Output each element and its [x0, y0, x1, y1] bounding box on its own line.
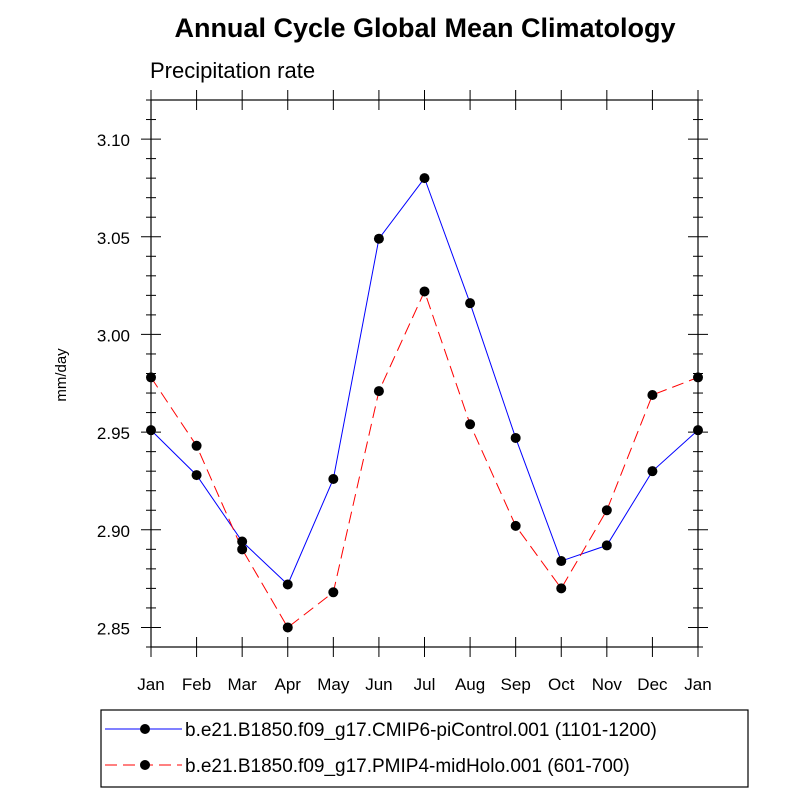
x-tick-label: Jun: [365, 675, 392, 694]
series-line-0: [150, 177, 699, 586]
data-point-1: [647, 389, 658, 400]
data-point-0: [373, 233, 384, 244]
y-tick-label: 3.00: [97, 326, 130, 345]
y-tick-label: 3.05: [97, 229, 130, 248]
data-point-0: [647, 466, 658, 477]
legend-label-1: b.e21.B1850.f09_g17.PMIP4-midHolo.001 (6…: [185, 756, 630, 777]
data-point-0: [601, 540, 612, 551]
y-tick-labels: 2.85 2.90 2.95 3.00 3.05 3.10: [97, 131, 130, 638]
y-axis-label: mm/day: [53, 348, 70, 402]
data-point-0: [556, 556, 567, 567]
data-point-1: [601, 505, 612, 516]
data-point-0: [328, 473, 339, 484]
legend-label-0: b.e21.B1850.f09_g17.CMIP6-piControl.001 …: [185, 720, 657, 741]
data-point-1: [282, 622, 293, 633]
plot-frame: [150, 99, 699, 648]
data-point-1: [510, 520, 521, 531]
x-tick-label: Oct: [548, 675, 575, 694]
x-tick-labels: Jan Feb Mar Apr May Jun Jul Aug Sep Oct Nov Dec Jan: [137, 675, 711, 694]
x-tick-label: Aug: [455, 675, 485, 694]
chart-subtitle: Precipitation rate: [150, 58, 315, 83]
y-tick-label: 2.95: [97, 424, 130, 443]
data-point-1: [191, 440, 202, 451]
data-point-1: [419, 286, 430, 297]
y-tick-label: 2.85: [97, 619, 130, 638]
data-point-1: [556, 583, 567, 594]
x-tick-label: Apr: [275, 675, 302, 694]
legend-marker-0: [140, 724, 150, 734]
y-tick-label: 2.90: [97, 522, 130, 541]
data-point-1: [237, 544, 248, 555]
y-tick-label: 3.10: [97, 131, 130, 150]
x-tick-label: Feb: [182, 675, 211, 694]
data-point-1: [328, 587, 339, 598]
legend-box: [100, 709, 749, 788]
data-point-1: [465, 419, 476, 430]
series-points: [146, 173, 703, 633]
x-tick-label: Mar: [228, 675, 258, 694]
x-tick-label: Sep: [501, 675, 531, 694]
x-tick-label: May: [317, 675, 350, 694]
data-point-0: [465, 298, 476, 309]
legend: b.e21.B1850.f09_g17.CMIP6-piControl.001 …: [100, 709, 749, 788]
data-point-0: [510, 432, 521, 443]
x-tick-label: Dec: [637, 675, 668, 694]
data-point-1: [373, 386, 384, 397]
data-point-0: [237, 536, 248, 547]
chart-title: Annual Cycle Global Mean Climatology: [174, 13, 675, 43]
data-point-0: [419, 173, 430, 184]
x-tick-label: Jan: [684, 675, 711, 694]
legend-marker-1: [140, 760, 150, 770]
series-line-1: [150, 290, 699, 629]
x-tick-label: Nov: [592, 675, 623, 694]
x-tick-label: Jan: [137, 675, 164, 694]
x-tick-label: Jul: [414, 675, 436, 694]
series-lines: [150, 177, 699, 629]
data-point-0: [282, 579, 293, 590]
data-point-0: [191, 470, 202, 481]
